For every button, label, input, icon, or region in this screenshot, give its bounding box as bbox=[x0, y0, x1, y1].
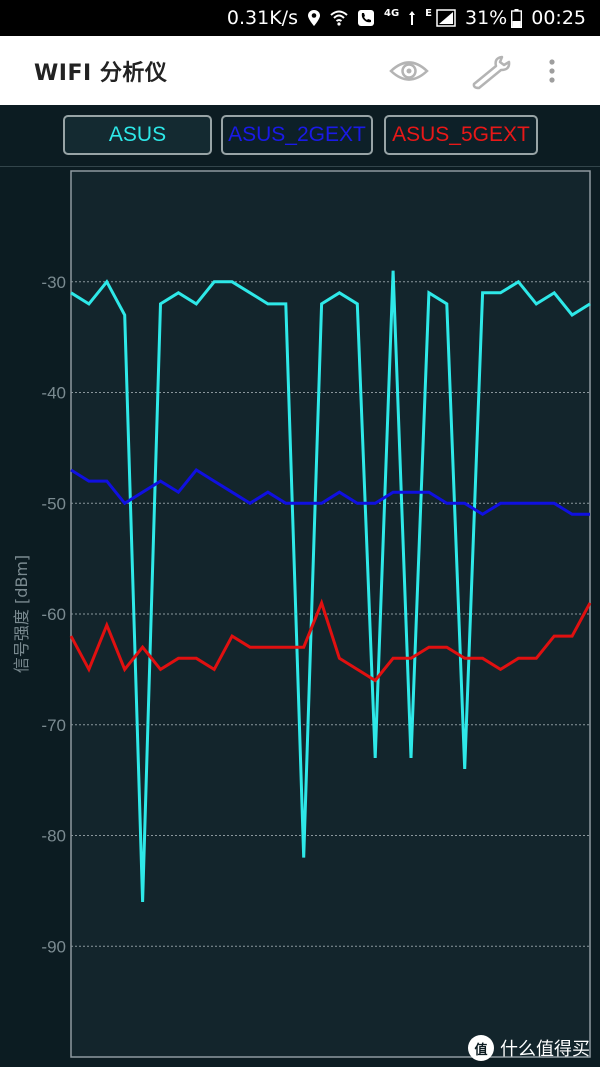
legend-label-asus: ASUS bbox=[109, 123, 166, 147]
legend-label-asus-2gext: ASUS_2GEXT bbox=[228, 123, 366, 147]
y-tick-labels: -30 -40 -50 -60 -70 -80 -90 bbox=[41, 273, 66, 957]
legend-button-asus[interactable]: ASUS bbox=[63, 115, 212, 155]
battery-icon bbox=[511, 9, 522, 28]
location-icon bbox=[307, 9, 321, 27]
app-title: WIFI 分析仪 bbox=[34, 55, 167, 87]
watermark-text: 什么值得买 bbox=[500, 1035, 590, 1061]
watermark: 值 什么值得买 bbox=[468, 1035, 590, 1061]
legend-button-asus-2gext[interactable]: ASUS_2GEXT bbox=[221, 115, 373, 155]
y-tick-label: -30 bbox=[41, 273, 66, 292]
network-type-label: 4G bbox=[384, 8, 399, 19]
more-vert-icon[interactable] bbox=[548, 58, 556, 88]
signal-icon bbox=[436, 9, 456, 27]
eye-icon[interactable] bbox=[388, 54, 430, 92]
signal-chart: -30 -40 -50 -60 -70 -80 -90 信号强度 [dBm] bbox=[0, 167, 600, 1067]
app-bar: WIFI 分析仪 bbox=[0, 36, 600, 105]
wrench-icon[interactable] bbox=[470, 54, 516, 94]
legend-button-asus-5gext[interactable]: ASUS_5GEXT bbox=[384, 115, 538, 155]
status-bar: 0.31K/s 4G E 31% 00:25 bbox=[0, 0, 600, 36]
y-axis-label: 信号强度 [dBm] bbox=[12, 555, 31, 673]
watermark-logo: 值 bbox=[468, 1035, 494, 1061]
y-tick-label: -90 bbox=[41, 937, 66, 956]
y-tick-label: -80 bbox=[41, 827, 66, 846]
signal-icon bbox=[408, 9, 416, 27]
phone-icon bbox=[357, 9, 375, 27]
clock: 00:25 bbox=[531, 7, 586, 29]
signal-label: E bbox=[425, 8, 432, 19]
y-tick-label: -70 bbox=[41, 716, 66, 735]
wifi-icon bbox=[330, 9, 348, 27]
y-tick-label: -50 bbox=[41, 494, 66, 513]
y-tick-label: -60 bbox=[41, 605, 66, 624]
y-tick-label: -40 bbox=[41, 384, 66, 403]
legend-label-asus-5gext: ASUS_5GEXT bbox=[392, 123, 530, 147]
legend-bar: ASUS ASUS_2GEXT ASUS_5GEXT bbox=[0, 105, 600, 167]
battery-percent: 31% bbox=[465, 7, 507, 29]
network-speed: 0.31K/s bbox=[227, 7, 298, 29]
